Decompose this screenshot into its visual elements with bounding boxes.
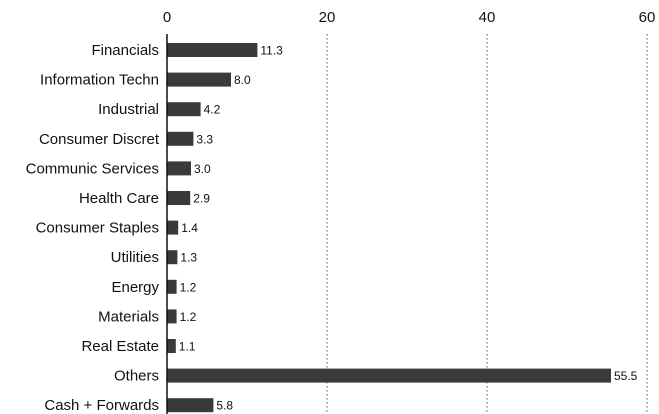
value-label: 2.9 [193, 192, 210, 206]
x-tick-labels: 0 20 40 60 [163, 9, 656, 26]
value-label: 1.4 [181, 221, 198, 235]
category-label: Energy [111, 279, 159, 296]
value-label: 3.3 [196, 132, 213, 146]
value-label: 8.0 [234, 73, 251, 87]
category-label: Financials [91, 42, 159, 59]
category-label: Real Estate [81, 338, 159, 355]
bar [167, 309, 177, 324]
category-label: Utilities [111, 249, 159, 266]
bar [167, 72, 231, 87]
bars [167, 43, 611, 413]
bar [167, 131, 194, 146]
bar [167, 279, 177, 294]
x-tick-label: 20 [319, 9, 336, 26]
bar [167, 339, 176, 353]
category-label: Consumer Staples [36, 220, 159, 237]
category-label: Materials [98, 308, 159, 325]
value-label: 11.3 [260, 44, 283, 58]
bar [167, 191, 191, 205]
x-tick-label: 40 [479, 9, 496, 26]
category-label: Cash + Forwards [44, 397, 159, 414]
value-label: 1.2 [180, 310, 197, 324]
bar [167, 161, 191, 176]
bar [167, 43, 258, 57]
bar [167, 220, 179, 235]
category-label: Consumer Discret [39, 131, 160, 148]
bar [167, 102, 201, 117]
value-labels: 11.3 8.0 4.2 3.3 3.0 2.9 1.4 1.3 1.2 1.2 1.1 55.5 5.… [179, 44, 638, 413]
category-labels: Financials Information Techn Industrial Con… [26, 42, 160, 414]
bar [167, 250, 178, 265]
bar [167, 398, 214, 413]
bar [167, 368, 611, 383]
x-tick-label: 0 [163, 9, 171, 26]
value-label: 5.8 [216, 399, 233, 413]
value-label: 1.2 [180, 280, 197, 294]
value-label: 1.1 [179, 340, 196, 354]
category-label: Health Care [79, 190, 159, 207]
grid-layer [326, 34, 648, 414]
category-label: Industrial [98, 101, 159, 118]
category-label: Others [114, 368, 159, 385]
x-tick-label: 60 [639, 9, 656, 26]
category-label: Communic Services [26, 160, 159, 177]
value-label: 1.3 [180, 251, 197, 265]
value-label: 3.0 [194, 162, 211, 176]
category-label: Information Techn [40, 72, 159, 89]
value-label: 55.5 [614, 369, 638, 383]
value-label: 4.2 [204, 103, 221, 117]
